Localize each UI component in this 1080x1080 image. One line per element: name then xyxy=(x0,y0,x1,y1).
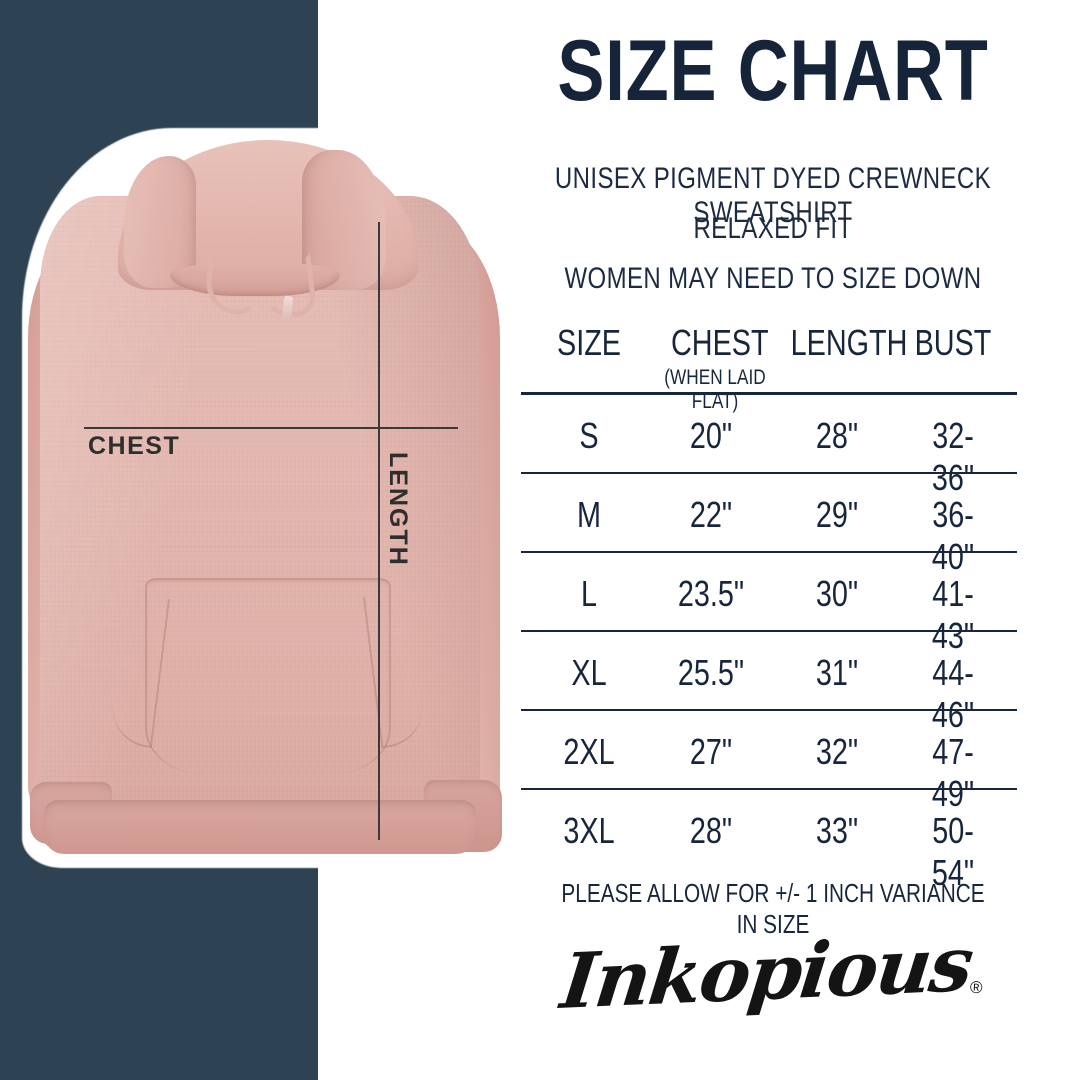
chest-measurement-label: CHEST xyxy=(88,432,181,460)
variance-note: PLEASE ALLOW FOR +/- 1 INCH VARIANCE IN … xyxy=(561,878,985,939)
column-header-note: (WHEN LAID FLAT) xyxy=(664,366,766,413)
garment-hem-band xyxy=(44,800,476,854)
garment-neck-band xyxy=(170,262,340,296)
cell-bust: 44-46" xyxy=(931,652,975,735)
column-header-length: LENGTH xyxy=(790,322,908,363)
cell-size: M xyxy=(577,494,601,535)
table-header-rule xyxy=(521,392,1017,395)
garment-body xyxy=(40,196,480,852)
cell-chest: 27" xyxy=(689,731,733,772)
subtitle-fit: RELAXED FIT xyxy=(693,212,853,245)
cell-bust: 36-40" xyxy=(931,494,975,577)
cell-length: 33" xyxy=(815,810,859,851)
cell-size: L xyxy=(580,573,598,614)
registered-trademark-icon: ® xyxy=(969,977,984,997)
table-row: 2XL 27" 32" 47-49" xyxy=(521,711,1017,814)
chest-measurement-line xyxy=(84,427,458,429)
garment-kangaroo-pocket xyxy=(145,578,391,774)
brand-name: Inkopious xyxy=(556,919,977,1026)
cell-length: 29" xyxy=(815,494,859,535)
cell-chest: 25.5" xyxy=(677,652,745,693)
table-row: M 22" 29" 36-40" xyxy=(521,474,1017,577)
hood-left-roll xyxy=(124,156,196,288)
cell-length: 32" xyxy=(815,731,859,772)
subtitle-sizing-advice: WOMEN MAY NEED TO SIZE DOWN xyxy=(564,262,982,295)
cell-bust: 41-43" xyxy=(931,573,975,656)
column-header-chest: CHEST xyxy=(671,322,769,363)
cell-bust: 32-36" xyxy=(931,415,975,498)
column-header-size: SIZE xyxy=(556,322,621,363)
size-table: SIZE CHEST LENGTH BUST (WHEN LAID FLAT) … xyxy=(521,322,1017,893)
cell-chest: 20" xyxy=(689,415,733,456)
cell-size: XL xyxy=(571,652,607,693)
cell-length: 31" xyxy=(815,652,859,693)
cell-chest: 22" xyxy=(689,494,733,535)
length-measurement-label: LENGTH xyxy=(384,452,412,567)
cell-length: 30" xyxy=(815,573,859,614)
cell-size: 2XL xyxy=(563,731,615,772)
cell-size: S xyxy=(579,415,599,456)
length-measurement-line xyxy=(378,222,380,840)
table-header-row: SIZE CHEST LENGTH BUST (WHEN LAID FLAT) xyxy=(521,322,1017,413)
cell-chest: 28" xyxy=(689,810,733,851)
table-row: 3XL 28" 33" 50-54" xyxy=(521,790,1017,893)
page-title: SIZE CHART xyxy=(557,23,989,119)
cell-length: 28" xyxy=(815,415,859,456)
size-chart-panel: SIZE CHART UNISEX PIGMENT DYED CREWNECK … xyxy=(500,0,1080,1080)
product-photo: CHEST LENGTH xyxy=(0,0,520,1080)
table-row: L 23.5" 30" 41-43" xyxy=(521,553,1017,656)
table-row: S 20" 28" 32-36" xyxy=(521,395,1017,498)
brand-logo: Inkopious® xyxy=(500,919,1046,1026)
table-row: XL 25.5" 31" 44-46" xyxy=(521,632,1017,735)
cell-bust: 50-54" xyxy=(931,810,975,893)
subtitle-product: UNISEX PIGMENT DYED CREWNECK SWEATSHIRT xyxy=(554,162,992,229)
cell-chest: 23.5" xyxy=(677,573,745,614)
cell-size: 3XL xyxy=(563,810,615,851)
cell-bust: 47-49" xyxy=(931,731,975,814)
column-header-bust: BUST xyxy=(914,322,992,363)
